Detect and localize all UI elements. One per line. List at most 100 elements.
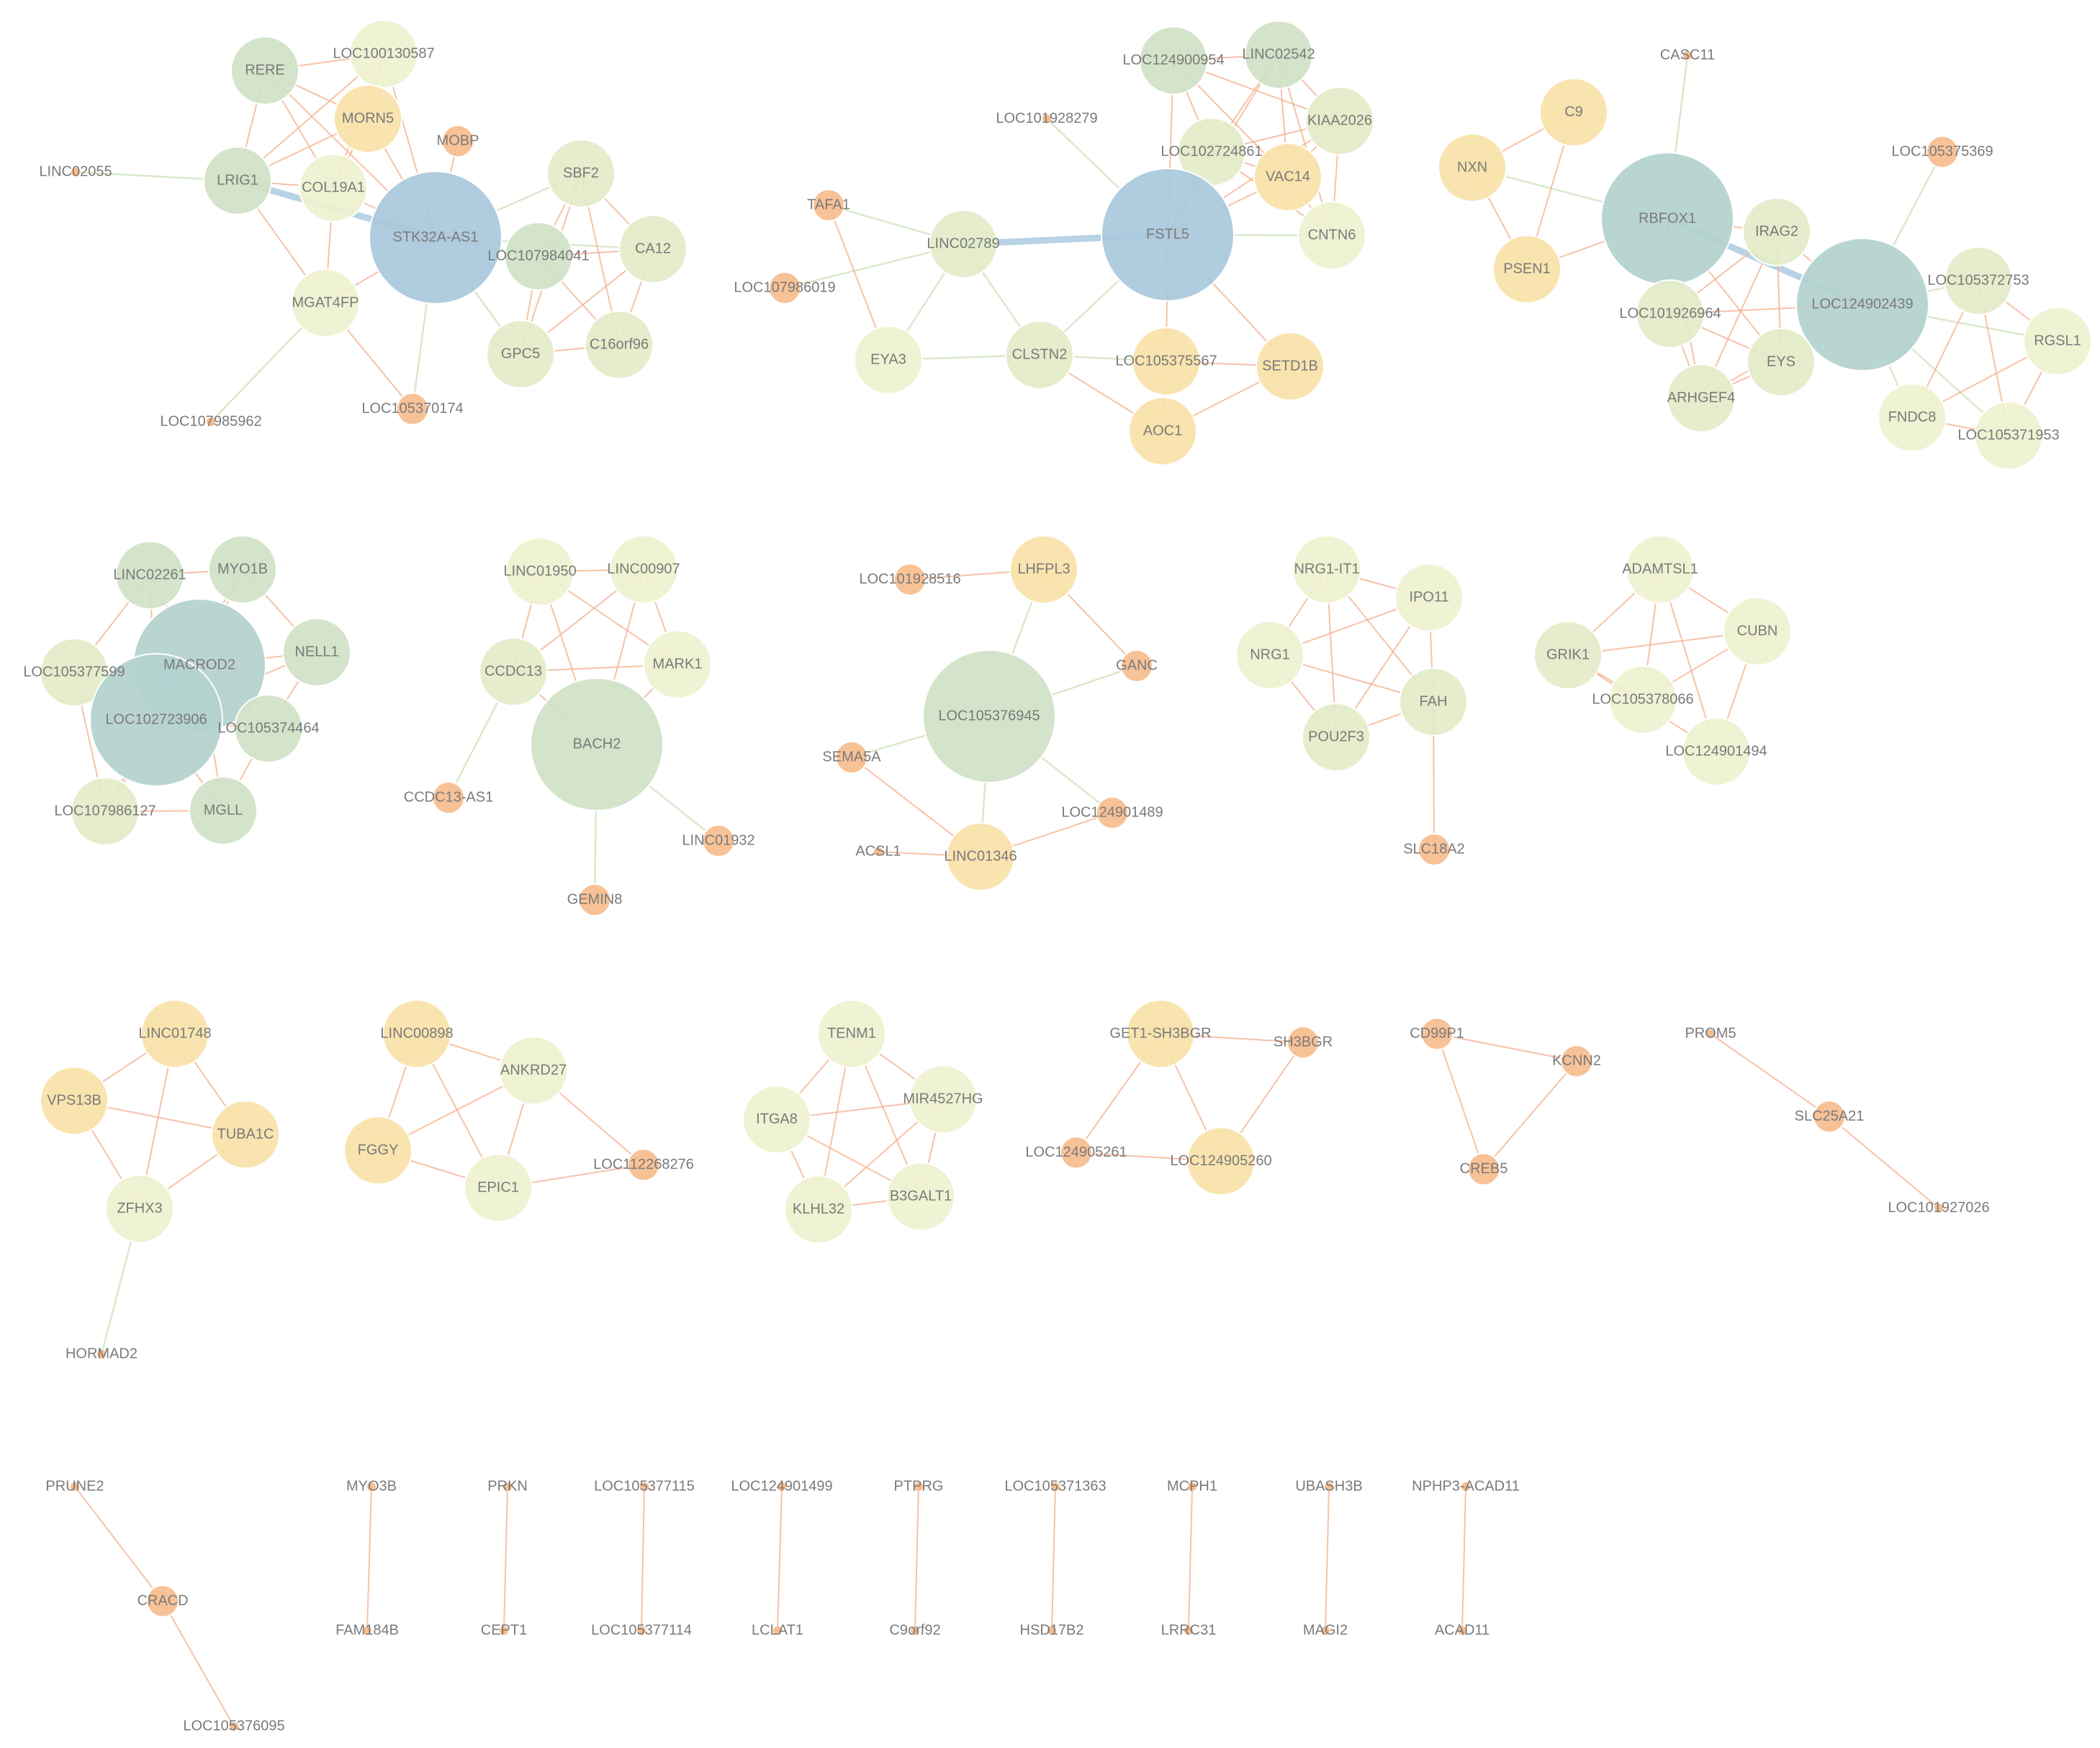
node-aoc1[interactable]: [1128, 397, 1197, 466]
node-pou2f3[interactable]: [1302, 703, 1371, 772]
node-prom5[interactable]: [1706, 1030, 1715, 1038]
node-hsd17b2[interactable]: [1047, 1626, 1056, 1635]
node-mgat4fp[interactable]: [291, 269, 360, 338]
node-mark1[interactable]: [643, 630, 712, 699]
node-fggy[interactable]: [343, 1116, 413, 1185]
node-loc101928516[interactable]: [893, 563, 927, 596]
node-c16orf96[interactable]: [585, 310, 654, 379]
node-loc105372753[interactable]: [1944, 246, 2013, 315]
node-loc107985962[interactable]: [207, 418, 215, 426]
node-linc01932[interactable]: [702, 824, 735, 857]
node-loc105376095[interactable]: [230, 1722, 238, 1731]
node-mobp[interactable]: [441, 125, 474, 158]
node-loc105375369[interactable]: [1926, 135, 1959, 168]
node-myo3b[interactable]: [367, 1482, 376, 1491]
node-prkn[interactable]: [503, 1482, 512, 1491]
node-slc18a2[interactable]: [1418, 833, 1451, 866]
node-ca12[interactable]: [618, 215, 688, 284]
node-loc101928279[interactable]: [1042, 114, 1051, 123]
node-ccdc13[interactable]: [479, 637, 548, 706]
node-ganc[interactable]: [1120, 649, 1153, 682]
node-morn5[interactable]: [333, 84, 402, 153]
node-linc00907[interactable]: [609, 535, 678, 604]
node-fndc8[interactable]: [1878, 383, 1947, 452]
node-loc105378066[interactable]: [1608, 665, 1677, 734]
node-cubn[interactable]: [1723, 597, 1792, 666]
node-ipo11[interactable]: [1394, 563, 1464, 632]
node-linc02542[interactable]: [1244, 20, 1313, 89]
node-hormad2[interactable]: [97, 1350, 106, 1359]
node-arhgef4[interactable]: [1667, 364, 1736, 433]
node-casc11[interactable]: [1683, 51, 1692, 60]
node-loc105371953[interactable]: [1974, 401, 2043, 470]
node-lhfpl3[interactable]: [1009, 535, 1078, 604]
node-zfhx3[interactable]: [105, 1174, 174, 1243]
node-loc105370174[interactable]: [396, 392, 429, 425]
node-cd99p1[interactable]: [1420, 1017, 1454, 1050]
node-tenm1[interactable]: [817, 999, 886, 1068]
node-rere[interactable]: [230, 36, 299, 105]
node-ankrd27[interactable]: [499, 1036, 568, 1105]
node-irag2[interactable]: [1742, 197, 1811, 266]
node-rgsl1[interactable]: [2023, 307, 2092, 376]
node-adamtsl1[interactable]: [1626, 535, 1695, 604]
node-epic1[interactable]: [464, 1153, 533, 1222]
node-nell1[interactable]: [282, 618, 351, 687]
node-get1-sh3bgr[interactable]: [1126, 999, 1195, 1068]
node-loc124901494[interactable]: [1682, 717, 1751, 786]
node-linc02055[interactable]: [71, 168, 80, 176]
node-grik1[interactable]: [1533, 621, 1603, 690]
node-loc105377599[interactable]: [40, 638, 109, 707]
node-b3galt1[interactable]: [886, 1162, 955, 1231]
node-clstn2[interactable]: [1005, 320, 1074, 389]
node-tafa1[interactable]: [812, 189, 845, 222]
node-lclat1[interactable]: [773, 1626, 782, 1635]
node-eya3[interactable]: [854, 325, 923, 395]
node-ccdc13-as1[interactable]: [432, 781, 465, 814]
node-loc112268276[interactable]: [627, 1148, 660, 1181]
node-myo1b[interactable]: [208, 535, 277, 604]
node-linc01748[interactable]: [140, 999, 209, 1068]
node-fstl5[interactable]: [1101, 168, 1235, 302]
node-loc105371363[interactable]: [1051, 1482, 1060, 1491]
node-linc01950[interactable]: [505, 537, 574, 606]
node-loc107986127[interactable]: [71, 777, 140, 846]
node-loc124905261[interactable]: [1060, 1136, 1093, 1169]
node-bach2[interactable]: [530, 677, 664, 811]
node-loc105377114[interactable]: [637, 1626, 646, 1635]
node-loc124900954[interactable]: [1139, 26, 1208, 95]
node-gemin8[interactable]: [578, 883, 611, 916]
node-c9orf92[interactable]: [911, 1626, 919, 1635]
node-loc124905260[interactable]: [1186, 1127, 1256, 1196]
node-mir4527hg[interactable]: [909, 1065, 978, 1134]
node-sema5a[interactable]: [835, 741, 868, 774]
node-itga8[interactable]: [742, 1085, 811, 1154]
node-magi2[interactable]: [1321, 1626, 1330, 1635]
node-vps13b[interactable]: [40, 1066, 109, 1135]
node-acsl1[interactable]: [874, 847, 883, 856]
node-kcnn2[interactable]: [1560, 1045, 1593, 1078]
node-ptprg[interactable]: [914, 1482, 923, 1491]
node-prune2[interactable]: [71, 1482, 79, 1491]
node-lrig1[interactable]: [203, 146, 272, 215]
node-loc107984041[interactable]: [504, 222, 573, 291]
node-stk32a-as1[interactable]: [369, 171, 503, 305]
node-ubash3b[interactable]: [1325, 1482, 1333, 1491]
node-psen1[interactable]: [1492, 235, 1562, 304]
node-fah[interactable]: [1399, 667, 1468, 736]
node-cept1[interactable]: [500, 1626, 508, 1635]
node-sh3bgr[interactable]: [1286, 1026, 1320, 1059]
node-cracd[interactable]: [146, 1585, 179, 1618]
node-creb5[interactable]: [1467, 1153, 1500, 1186]
node-gpc5[interactable]: [486, 320, 555, 389]
node-loc105375567[interactable]: [1132, 327, 1201, 396]
node-loc101927026[interactable]: [1934, 1204, 1943, 1212]
node-slc25a21[interactable]: [1813, 1100, 1846, 1133]
node-kiaa2026[interactable]: [1305, 86, 1374, 156]
node-acad11[interactable]: [1458, 1626, 1466, 1635]
node-loc124902439[interactable]: [1795, 238, 1929, 371]
node-nrg1[interactable]: [1235, 621, 1304, 690]
node-c9[interactable]: [1539, 78, 1608, 147]
node-linc00898[interactable]: [382, 999, 451, 1068]
node-loc124901499[interactable]: [778, 1482, 786, 1491]
